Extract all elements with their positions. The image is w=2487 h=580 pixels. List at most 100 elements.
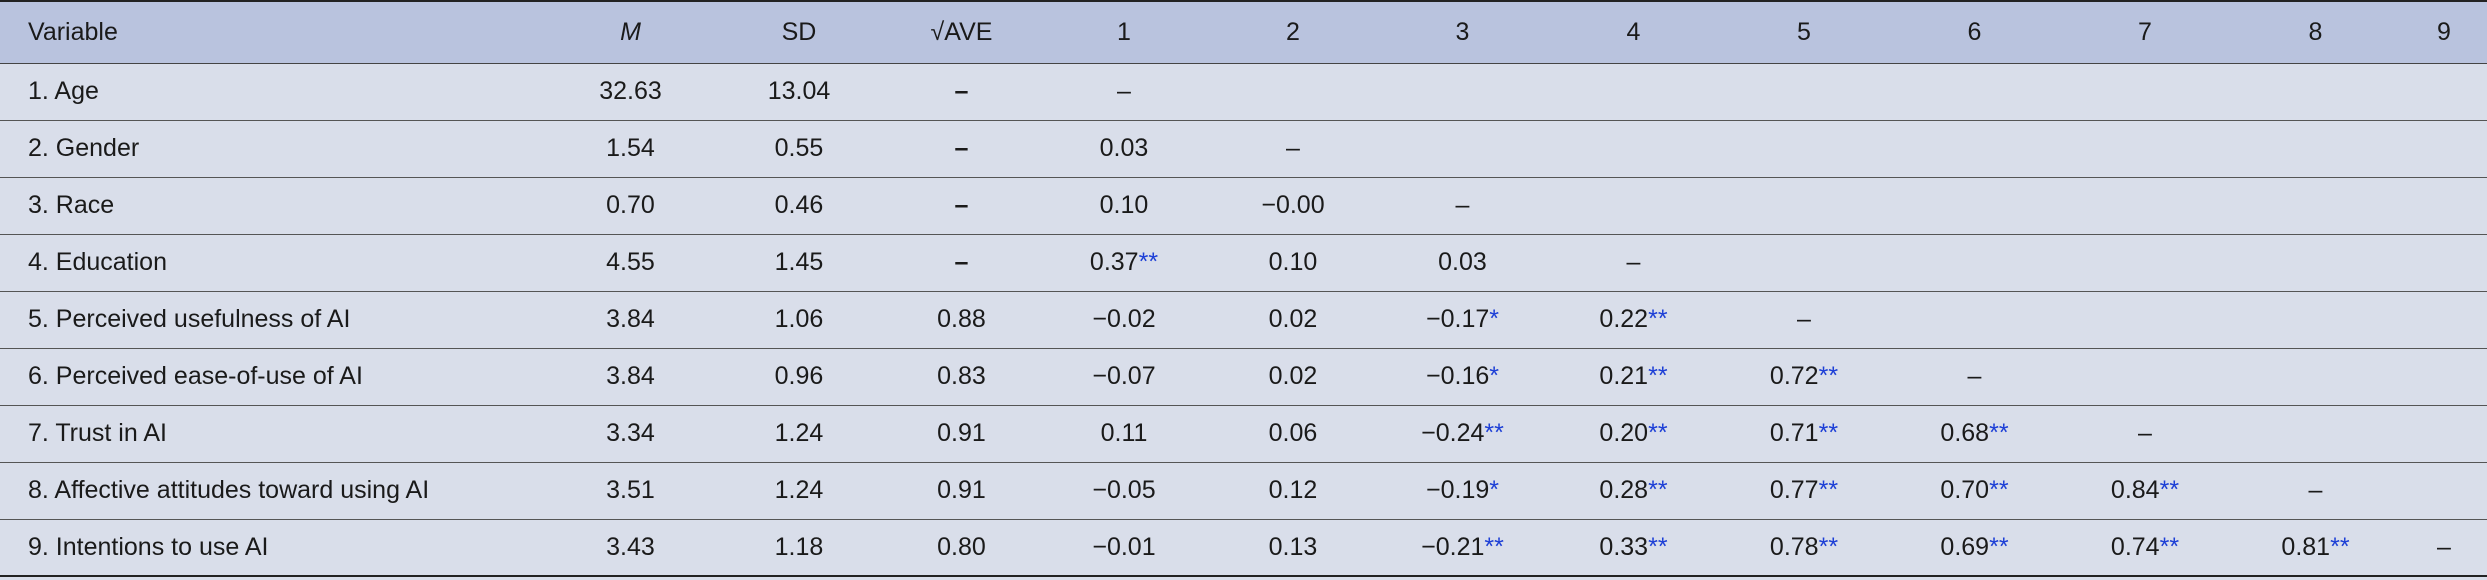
value-cell: 4.55 — [547, 234, 714, 292]
empty-cell — [1377, 120, 1548, 178]
empty-cell — [2230, 405, 2401, 463]
value-cell: 0.69** — [1889, 519, 2060, 577]
value-cell: 3.34 — [547, 405, 714, 463]
table-row: 8. Affective attitudes toward using AI 3.… — [0, 462, 2487, 520]
significance-marker: ** — [1989, 476, 2009, 504]
header-row: Variable M SD √AVE 1 2 3 4 5 6 7 8 9 — [0, 0, 2487, 64]
table-row: 4. Education 4.55 1.45–0.37** 0.10 0.03– — [0, 234, 2487, 292]
value-cell: 3.84 — [547, 348, 714, 406]
value-cell: −0.21** — [1377, 519, 1548, 577]
value-cell: −0.01 — [1039, 519, 1209, 577]
empty-cell — [1889, 63, 2060, 121]
value-cell: 0.81** — [2230, 519, 2401, 577]
empty-cell — [2401, 177, 2487, 235]
value-cell: 0.68** — [1889, 405, 2060, 463]
significance-marker: * — [1489, 476, 1499, 504]
value-cell: −0.24** — [1377, 405, 1548, 463]
value-cell: 32.63 — [547, 63, 714, 121]
empty-cell — [2230, 234, 2401, 292]
empty-cell — [1548, 177, 1719, 235]
value-cell: 0.22** — [1548, 291, 1719, 349]
column-header: √AVE — [884, 0, 1039, 64]
value-cell: 0.96 — [714, 348, 884, 406]
column-header: 5 — [1719, 0, 1889, 64]
value-cell: 0.06 — [1209, 405, 1377, 463]
value-cell: 0.70** — [1889, 462, 2060, 520]
empty-cell — [2060, 177, 2230, 235]
significance-marker: ** — [2330, 532, 2350, 561]
value-cell: −0.17* — [1377, 291, 1548, 349]
table-header: Variable M SD √AVE 1 2 3 4 5 6 7 8 9 — [0, 0, 2487, 64]
value-cell: −0.16* — [1377, 348, 1548, 406]
value-cell: – — [1377, 177, 1548, 235]
significance-marker: * — [1489, 305, 1499, 333]
value-cell: 3.84 — [547, 291, 714, 349]
value-cell: 0.91 — [884, 462, 1039, 520]
empty-cell — [2401, 234, 2487, 292]
empty-cell — [2230, 177, 2401, 235]
table-row: 5. Perceived usefulness of AI 3.84 1.06 0.8… — [0, 291, 2487, 349]
value-cell: – — [884, 177, 1039, 235]
table-row: 1. Age 32.63 13.04– – — [0, 63, 2487, 121]
value-cell: – — [1209, 120, 1377, 178]
value-cell: – — [2230, 462, 2401, 520]
significance-marker: ** — [1989, 419, 2009, 447]
empty-cell — [1209, 63, 1377, 121]
table-body: 1. Age 32.63 13.04– –2. Gender 1.54 0.55–0.03… — [0, 63, 2487, 577]
significance-marker: ** — [1138, 248, 1159, 276]
value-cell: 0.84** — [2060, 462, 2230, 520]
value-cell: 0.20** — [1548, 405, 1719, 463]
value-cell: 0.78** — [1719, 519, 1889, 577]
column-header: 1 — [1039, 0, 1209, 64]
empty-cell — [1889, 120, 2060, 178]
empty-cell — [1548, 63, 1719, 121]
empty-cell — [2060, 348, 2230, 406]
empty-cell — [2401, 405, 2487, 463]
value-cell: 0.70 — [547, 177, 714, 235]
value-cell: 1.45 — [714, 234, 884, 292]
significance-marker: ** — [1648, 476, 1668, 504]
value-cell: 0.72** — [1719, 348, 1889, 406]
value-cell: – — [1889, 348, 2060, 406]
variable-cell: 9. Intentions to use AI — [0, 519, 547, 577]
value-cell: 0.13 — [1209, 519, 1377, 577]
value-cell: – — [2060, 405, 2230, 463]
significance-marker: ** — [1818, 362, 1839, 390]
value-cell: 0.55 — [714, 120, 884, 178]
significance-marker: ** — [1818, 419, 1839, 447]
empty-cell — [2401, 291, 2487, 349]
value-cell: 0.12 — [1209, 462, 1377, 520]
significance-marker: ** — [1818, 532, 1839, 561]
table-row: 3. Race 0.70 0.46–0.10 −0.00– — [0, 177, 2487, 235]
value-cell: 0.77** — [1719, 462, 1889, 520]
value-cell: 1.54 — [547, 120, 714, 178]
significance-marker: ** — [2159, 532, 2180, 561]
value-cell: 0.10 — [1039, 177, 1209, 235]
empty-cell — [2401, 462, 2487, 520]
column-header: 8 — [2230, 0, 2401, 64]
column-header: 7 — [2060, 0, 2230, 64]
significance-marker: ** — [1648, 305, 1668, 333]
variable-cell: 1. Age — [0, 63, 547, 121]
value-cell: – — [1039, 63, 1209, 121]
value-cell: 1.24 — [714, 462, 884, 520]
table-row: 6. Perceived ease-of-use of AI 3.84 0.96 0.… — [0, 348, 2487, 406]
significance-marker: * — [1489, 362, 1499, 390]
value-cell: −0.07 — [1039, 348, 1209, 406]
significance-marker: ** — [1989, 532, 2009, 561]
value-cell: −0.05 — [1039, 462, 1209, 520]
value-cell: 0.02 — [1209, 291, 1377, 349]
variable-cell: 4. Education — [0, 234, 547, 292]
significance-marker: ** — [1648, 532, 1668, 561]
empty-cell — [1719, 120, 1889, 178]
empty-cell — [1889, 234, 2060, 292]
value-cell: 0.83 — [884, 348, 1039, 406]
empty-cell — [2401, 348, 2487, 406]
value-cell: −0.00 — [1209, 177, 1377, 235]
variable-cell: 8. Affective attitudes toward using AI — [0, 462, 547, 520]
column-header: 3 — [1377, 0, 1548, 64]
empty-cell — [2230, 348, 2401, 406]
